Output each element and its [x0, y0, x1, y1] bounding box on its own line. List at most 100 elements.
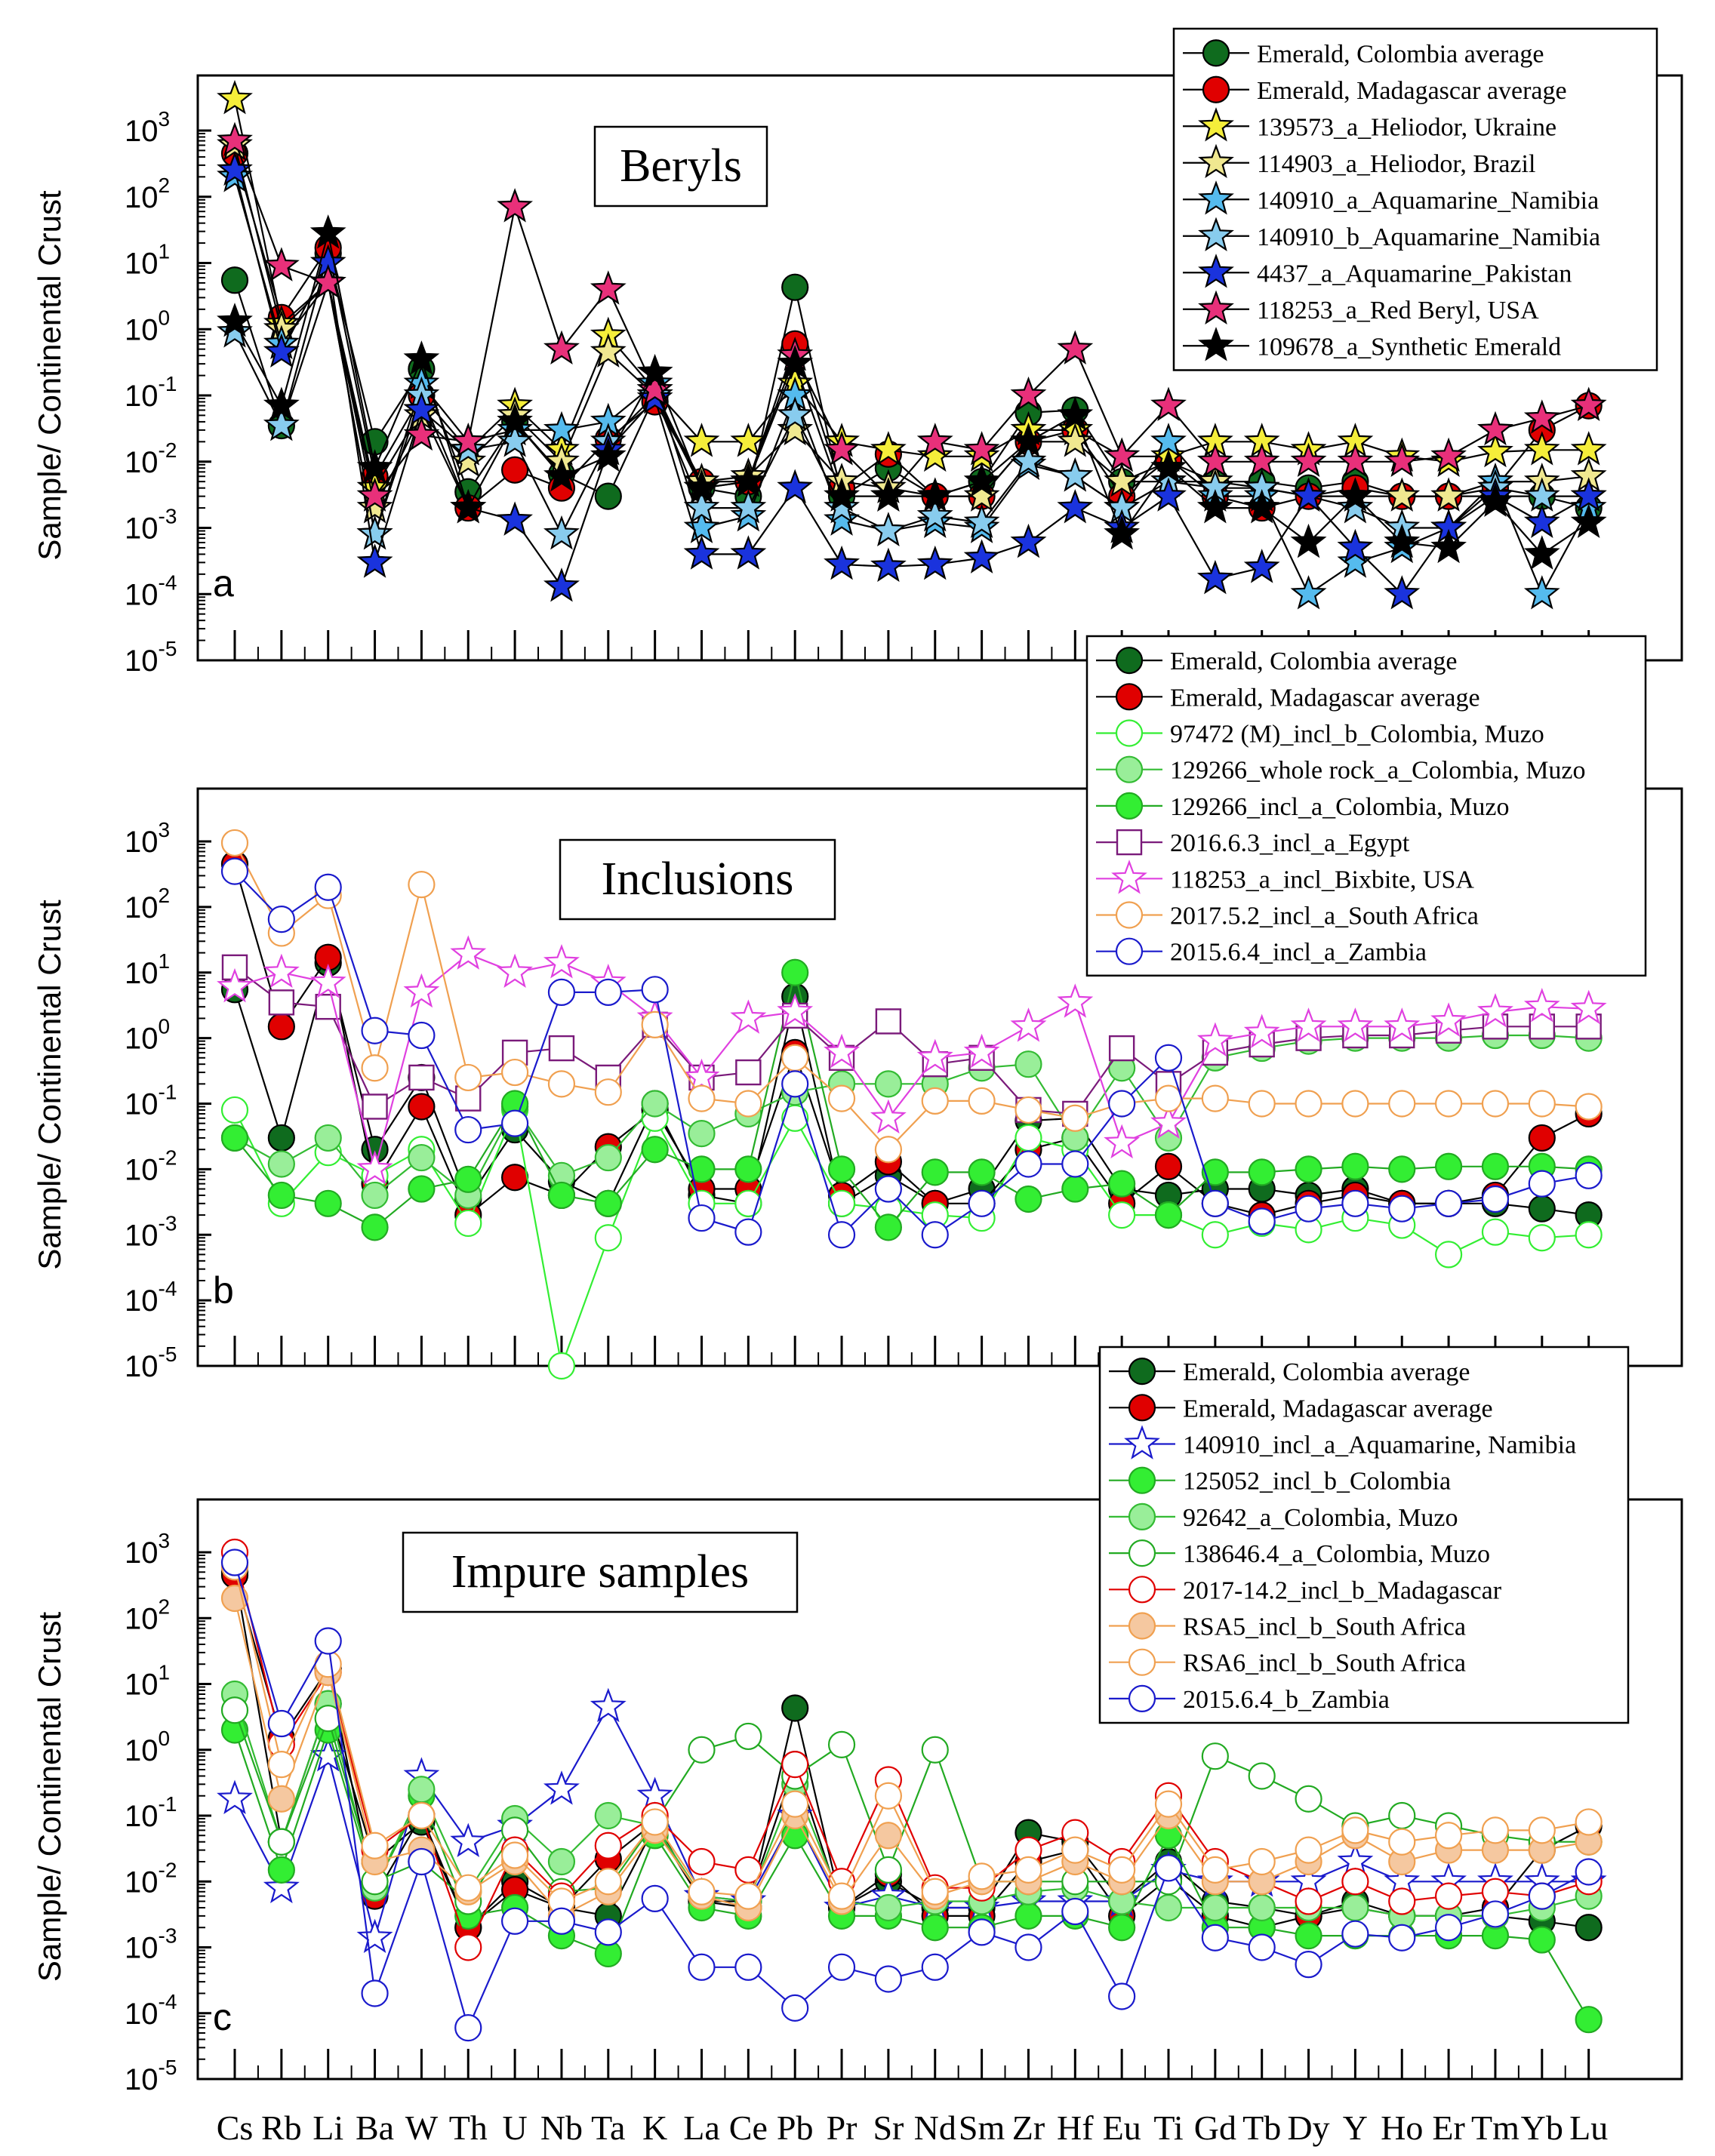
data-point [543, 330, 580, 365]
legend-entry: 140910_a_Aquamarine_Namibia [1257, 186, 1599, 214]
data-point [217, 1779, 253, 1815]
data-point [1201, 1189, 1229, 1217]
y-tick-label: 10-4 [125, 1277, 177, 1318]
data-point [921, 1087, 949, 1115]
data-point [1528, 1090, 1556, 1118]
x-tick-label: Sr [873, 2108, 904, 2147]
data-point [1196, 488, 1233, 524]
data-point [309, 964, 346, 998]
panel-title: Inclusions [602, 853, 794, 905]
data-point [1154, 1152, 1183, 1180]
legend-marker [1202, 39, 1230, 67]
data-point [1384, 477, 1421, 512]
data-point [781, 1790, 809, 1818]
data-point [454, 2014, 482, 2042]
data-point [497, 501, 533, 536]
data-point [1150, 449, 1187, 484]
legend: Emerald, Colombia average Emerald, Madaga… [1172, 27, 1658, 371]
y-tick-label: 102 [125, 884, 170, 924]
data-point [408, 1175, 436, 1203]
legend-marker [1198, 217, 1234, 252]
data-point [314, 1650, 342, 1678]
legend-marker [1115, 901, 1144, 929]
legend-marker [1128, 1502, 1156, 1531]
data-point [827, 1189, 856, 1217]
data-point [683, 469, 720, 504]
legend-marker [1128, 1576, 1156, 1604]
data-point [1388, 1090, 1416, 1118]
data-point [824, 545, 860, 580]
x-tick-label: Ce [729, 2108, 768, 2147]
x-tick-label: Dy [1287, 2108, 1329, 2147]
y-tick-exponent: -2 [159, 1858, 177, 1881]
y-tick-exponent: -4 [159, 1277, 177, 1300]
data-point [267, 1856, 295, 1884]
y-tick-label: 10-3 [125, 1211, 177, 1252]
data-point [916, 437, 953, 472]
data-point [361, 1181, 389, 1210]
legend-entry: 4437_a_Aquamarine_Pakistan [1257, 260, 1572, 288]
legend-marker [1198, 327, 1234, 361]
data-point [450, 1822, 487, 1858]
data-point [500, 1109, 529, 1137]
data-point [683, 488, 720, 524]
data-point [1010, 523, 1047, 558]
legend-entry: 2015.6.4_incl_a_Zambia [1170, 939, 1427, 967]
data-point [220, 829, 249, 857]
data-point [220, 1549, 249, 1576]
x-tick-label: Sm [959, 2108, 1005, 2147]
data-point [1523, 575, 1560, 610]
data-point [356, 1150, 393, 1185]
data-point [1248, 1207, 1276, 1235]
data-point [1290, 1007, 1327, 1042]
panel-title: Impure samples [451, 1546, 749, 1598]
data-point [1061, 1104, 1089, 1132]
data-point [1570, 431, 1607, 466]
data-point [314, 1189, 342, 1217]
data-point [1337, 488, 1374, 524]
data-point [220, 857, 249, 885]
data-point [1528, 1195, 1556, 1223]
data-point [870, 1099, 907, 1134]
y-tick-exponent: 1 [159, 949, 171, 973]
data-point [1523, 503, 1560, 538]
data-point [1201, 1742, 1229, 1770]
y-tick-label: 10-4 [125, 571, 177, 611]
data-point [870, 547, 907, 583]
data-point [361, 1979, 389, 2007]
data-point [827, 1882, 856, 1910]
data-point [781, 1751, 809, 1779]
data-point [1104, 515, 1141, 550]
data-point [1108, 1090, 1136, 1118]
data-point [267, 1751, 295, 1779]
data-point [636, 353, 673, 389]
y-tick-exponent: 1 [159, 1661, 171, 1684]
data-point [874, 1070, 903, 1098]
data-point [500, 1058, 529, 1087]
x-tick-label: Nb [540, 2108, 583, 2147]
x-tick-label: Th [449, 2108, 488, 2147]
y-tick-exponent: -5 [159, 637, 177, 660]
series-line [234, 1705, 1589, 1941]
data-point [1341, 1090, 1369, 1118]
data-point [874, 1782, 903, 1810]
data-point [1388, 1801, 1416, 1830]
data-point [543, 567, 580, 602]
data-point [1057, 396, 1094, 431]
data-point [1248, 1893, 1276, 1922]
y-tick-label: 10-5 [125, 2056, 177, 2096]
data-point [1196, 559, 1233, 595]
data-point [916, 1038, 953, 1074]
legend-marker [1115, 755, 1144, 783]
data-point [1243, 549, 1280, 583]
data-point [408, 1064, 435, 1091]
data-point [361, 1832, 389, 1859]
data-point [594, 1918, 622, 1946]
data-point [781, 273, 809, 301]
data-point [1528, 1882, 1556, 1910]
data-point [641, 1136, 669, 1164]
legend-entry: Emerald, Madagascar average [1183, 1395, 1493, 1422]
legend-marker [1115, 646, 1144, 675]
data-point [916, 423, 953, 457]
